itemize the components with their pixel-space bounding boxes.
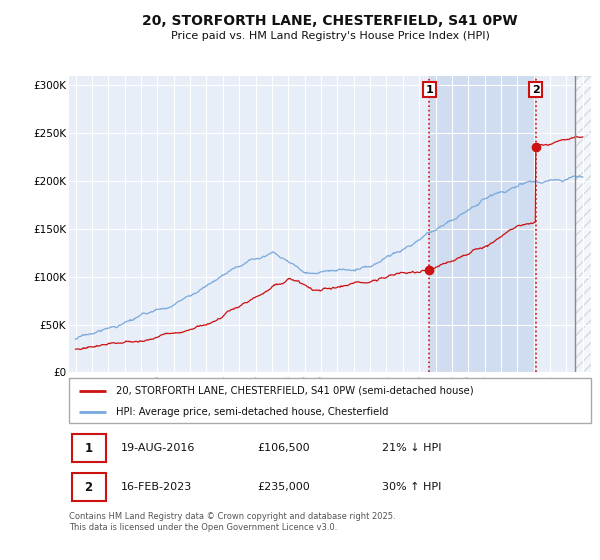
Text: 30% ↑ HPI: 30% ↑ HPI bbox=[382, 482, 442, 492]
Text: Contains HM Land Registry data © Crown copyright and database right 2025.
This d: Contains HM Land Registry data © Crown c… bbox=[69, 512, 395, 532]
Text: £235,000: £235,000 bbox=[257, 482, 310, 492]
Text: £106,500: £106,500 bbox=[257, 443, 310, 453]
Text: 16-FEB-2023: 16-FEB-2023 bbox=[121, 482, 193, 492]
Text: 2: 2 bbox=[84, 480, 92, 494]
Text: 2: 2 bbox=[532, 85, 539, 95]
Text: 21% ↓ HPI: 21% ↓ HPI bbox=[382, 443, 442, 453]
Bar bbox=[575, 76, 591, 372]
Bar bbox=[430, 76, 536, 372]
Text: 20, STORFORTH LANE, CHESTERFIELD, S41 0PW: 20, STORFORTH LANE, CHESTERFIELD, S41 0P… bbox=[142, 14, 518, 28]
Text: 1: 1 bbox=[425, 85, 433, 95]
Text: 1: 1 bbox=[84, 441, 92, 455]
FancyBboxPatch shape bbox=[71, 434, 106, 462]
Text: 20, STORFORTH LANE, CHESTERFIELD, S41 0PW (semi-detached house): 20, STORFORTH LANE, CHESTERFIELD, S41 0P… bbox=[116, 385, 473, 395]
Text: 19-AUG-2016: 19-AUG-2016 bbox=[121, 443, 196, 453]
FancyBboxPatch shape bbox=[69, 378, 591, 423]
FancyBboxPatch shape bbox=[71, 473, 106, 501]
Text: Price paid vs. HM Land Registry's House Price Index (HPI): Price paid vs. HM Land Registry's House … bbox=[170, 31, 490, 41]
Text: HPI: Average price, semi-detached house, Chesterfield: HPI: Average price, semi-detached house,… bbox=[116, 407, 388, 417]
